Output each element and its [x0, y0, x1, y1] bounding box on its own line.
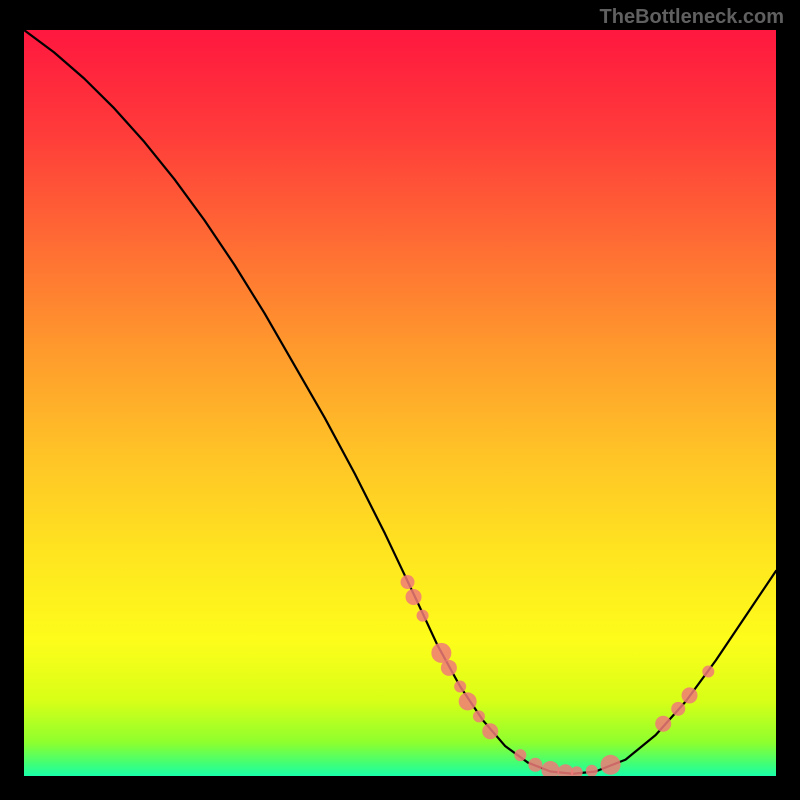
marker-point [401, 575, 415, 589]
watermark-text: TheBottleneck.com [600, 6, 784, 29]
marker-point [541, 761, 559, 776]
chart-container [24, 30, 776, 776]
marker-point [417, 610, 429, 622]
marker-point [655, 716, 671, 732]
marker-point [528, 758, 542, 772]
marker-point [482, 723, 498, 739]
marker-point [586, 765, 598, 776]
marker-point [557, 764, 573, 776]
marker-point [571, 766, 583, 776]
bottleneck-curve [24, 30, 776, 774]
marker-point [702, 666, 714, 678]
marker-point [682, 687, 698, 703]
marker-point [671, 702, 685, 716]
marker-group [401, 575, 715, 776]
marker-point [454, 680, 466, 692]
chart-svg-layer [24, 30, 776, 776]
marker-point [514, 749, 526, 761]
marker-point [601, 755, 621, 775]
marker-point [473, 710, 485, 722]
marker-point [459, 692, 477, 710]
marker-point [406, 589, 422, 605]
marker-point [441, 660, 457, 676]
